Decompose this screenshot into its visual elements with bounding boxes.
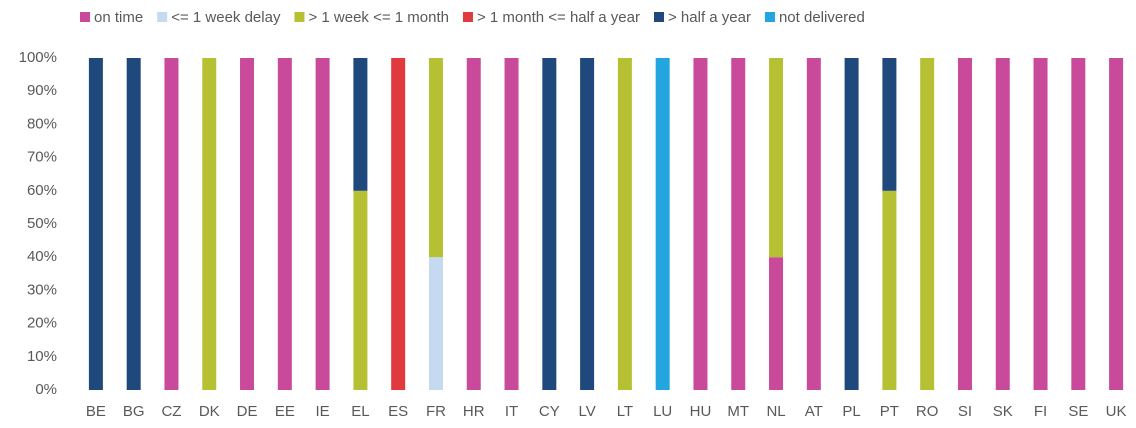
bar-segment: [957, 58, 972, 390]
legend-swatch: [462, 12, 473, 22]
x-tick-label: LV: [578, 403, 595, 420]
x-tick-label: LU: [653, 403, 672, 420]
bar-segment: [769, 257, 784, 390]
y-tick-label: 90%: [27, 82, 57, 99]
legend-swatch: [80, 12, 90, 22]
y-tick-label: 20%: [27, 315, 57, 332]
bar-segment: [920, 58, 935, 390]
y-tick-label: 70%: [27, 149, 57, 166]
bar-segment: [1071, 58, 1086, 390]
y-tick-label: 60%: [27, 182, 57, 199]
bar-segment: [693, 58, 708, 390]
x-tick-label: DK: [199, 403, 220, 420]
x-tick-label: FI: [1034, 403, 1047, 420]
y-tick-label: 0%: [35, 381, 57, 398]
bar-segment: [202, 58, 217, 390]
y-tick-label: 50%: [27, 215, 57, 232]
bar-segment: [315, 58, 330, 390]
bar-segment: [882, 58, 897, 191]
x-tick-label: IT: [505, 403, 518, 420]
bar-segment: [995, 58, 1010, 390]
legend-label: > 1 week <= 1 month: [308, 9, 449, 26]
x-tick-label: IE: [316, 403, 330, 420]
bar-segment: [731, 58, 746, 390]
bar-segment: [353, 58, 368, 191]
bar-segment: [126, 58, 141, 390]
bar-segment: [88, 58, 103, 390]
x-tick-label: LT: [617, 403, 633, 420]
x-tick-label: PL: [842, 403, 860, 420]
x-tick-label: RO: [916, 403, 939, 420]
bar-segment: [882, 190, 897, 390]
bar-segment: [428, 257, 443, 390]
x-tick-label: HR: [463, 403, 485, 420]
x-tick-label: CZ: [161, 403, 181, 420]
x-tick-label: SI: [958, 403, 972, 420]
x-tick-label: SK: [993, 403, 1013, 420]
x-tick-label: SE: [1068, 403, 1088, 420]
y-tick-label: 40%: [27, 248, 57, 265]
x-tick-label: FR: [426, 403, 446, 420]
bar-segment: [617, 58, 632, 390]
x-tick-label: DE: [237, 403, 258, 420]
y-tick-label: 10%: [27, 348, 57, 365]
legend-label: <= 1 week delay: [171, 9, 281, 26]
legend-label: > 1 month <= half a year: [477, 9, 640, 26]
y-tick-label: 80%: [27, 115, 57, 132]
x-tick-label: PT: [880, 403, 899, 420]
bar-segment: [580, 58, 595, 390]
x-tick-label: EE: [275, 403, 295, 420]
bar-segment: [655, 58, 670, 390]
x-tick-label: BG: [123, 403, 145, 420]
x-tick-label: HU: [690, 403, 712, 420]
x-tick-label: ES: [388, 403, 408, 420]
bar-segment: [806, 58, 821, 390]
bar-segment: [353, 190, 368, 390]
bar-segment: [391, 58, 406, 390]
bar-segment: [1033, 58, 1048, 390]
x-tick-label: NL: [766, 403, 785, 420]
bar-segment: [1109, 58, 1124, 390]
legend-label: > half a year: [668, 9, 751, 26]
legend-swatch: [654, 12, 664, 22]
bar-segment: [164, 58, 179, 390]
x-tick-label: UK: [1106, 403, 1127, 420]
bar-segment: [277, 58, 292, 390]
legend-swatch: [294, 12, 305, 22]
bar-segment: [240, 58, 255, 390]
legend-label: on time: [94, 9, 143, 26]
bar-segment: [542, 58, 557, 390]
x-tick-label: AT: [805, 403, 823, 420]
x-tick-label: EL: [351, 403, 369, 420]
bar-segment: [769, 58, 784, 258]
x-tick-label: MT: [727, 403, 749, 420]
y-tick-label: 30%: [27, 281, 57, 298]
bar-segment: [428, 58, 443, 258]
bar-segment: [504, 58, 519, 390]
x-tick-label: BE: [86, 403, 106, 420]
bar-segment: [466, 58, 481, 390]
legend-swatch: [764, 12, 775, 22]
legend-swatch: [157, 12, 168, 22]
legend-label: not delivered: [779, 9, 865, 26]
y-tick-label: 100%: [19, 49, 57, 66]
x-tick-label: CY: [539, 403, 560, 420]
bar-segment: [844, 58, 859, 390]
